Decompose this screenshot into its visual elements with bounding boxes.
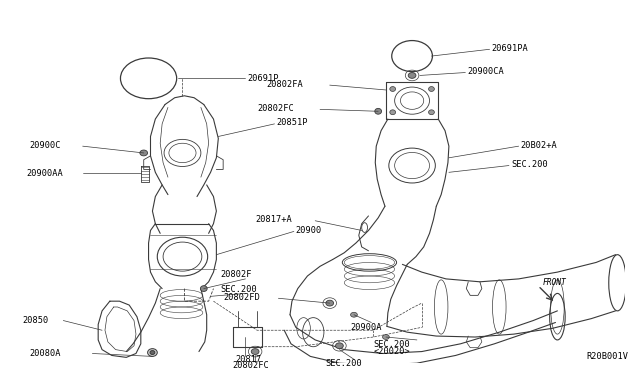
Ellipse shape [408, 73, 416, 78]
Text: 20900AA: 20900AA [26, 169, 63, 178]
Text: 20802FD: 20802FD [223, 293, 260, 302]
Text: 20817+A: 20817+A [255, 215, 292, 224]
Text: R20B001V: R20B001V [586, 352, 628, 361]
Text: 20B02+A: 20B02+A [520, 141, 557, 150]
Text: 20817: 20817 [236, 355, 262, 364]
Text: 20802FC: 20802FC [233, 360, 269, 370]
Text: SEC.200: SEC.200 [325, 359, 362, 368]
Text: SEC.200: SEC.200 [220, 285, 257, 294]
Text: 20900C: 20900C [29, 141, 61, 150]
Text: 20851P: 20851P [276, 118, 308, 128]
Text: 20900: 20900 [296, 226, 322, 235]
Ellipse shape [200, 286, 207, 292]
Ellipse shape [326, 300, 333, 306]
Text: 20802FC: 20802FC [257, 104, 294, 113]
Ellipse shape [383, 334, 389, 339]
Text: SEC.200: SEC.200 [511, 160, 548, 169]
Text: 20080A: 20080A [29, 349, 61, 358]
Ellipse shape [140, 150, 148, 156]
Text: 20802FA: 20802FA [267, 80, 303, 89]
Ellipse shape [351, 312, 357, 317]
Ellipse shape [429, 87, 435, 92]
Ellipse shape [429, 110, 435, 115]
Ellipse shape [150, 350, 155, 355]
Text: 20691P: 20691P [248, 74, 279, 83]
Ellipse shape [148, 349, 157, 356]
Ellipse shape [390, 87, 396, 92]
Text: 20691PA: 20691PA [492, 44, 528, 53]
Text: SEC.200: SEC.200 [373, 340, 410, 349]
Text: 20900A: 20900A [350, 323, 381, 332]
Ellipse shape [335, 343, 343, 349]
Ellipse shape [375, 108, 381, 114]
Ellipse shape [390, 110, 396, 115]
Text: 20802F: 20802F [220, 270, 252, 279]
Text: <20020>: <20020> [373, 347, 410, 356]
Text: 20900CA: 20900CA [467, 67, 504, 76]
Text: FRONT: FRONT [543, 278, 566, 287]
Ellipse shape [252, 349, 259, 355]
Text: 20850: 20850 [22, 316, 49, 325]
